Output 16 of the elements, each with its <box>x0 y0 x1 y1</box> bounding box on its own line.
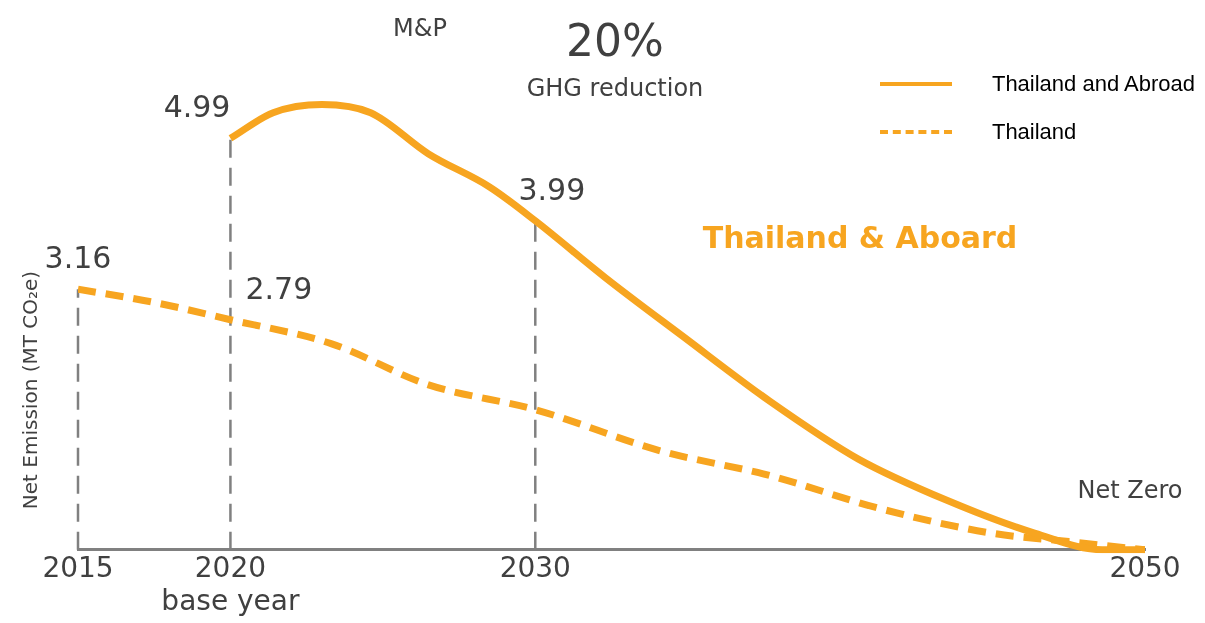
x-tick-label: 2020 base year <box>161 550 300 618</box>
annotation: Thailand & Aboard <box>702 219 1018 255</box>
text: 20% <box>566 15 664 67</box>
data-label: 3.99 <box>518 171 586 207</box>
x-tick-label: 2050 <box>1109 550 1181 584</box>
data-label: 3.16 <box>44 240 112 275</box>
y-axis-title: Net Emission (MT CO₂e) <box>18 270 43 510</box>
x-tick-label: 2030 <box>499 550 571 584</box>
annotation: Net Zero <box>1077 476 1183 505</box>
legend-label: Thailand <box>991 119 1077 145</box>
x-tick-label: 2015 <box>42 550 114 584</box>
data-label: 4.99 <box>163 89 231 125</box>
data-label: 2.79 <box>245 270 313 306</box>
text: M&P <box>393 14 447 43</box>
text: GHG reduction <box>526 74 704 103</box>
legend-label: Thailand and Abroad <box>991 71 1195 97</box>
